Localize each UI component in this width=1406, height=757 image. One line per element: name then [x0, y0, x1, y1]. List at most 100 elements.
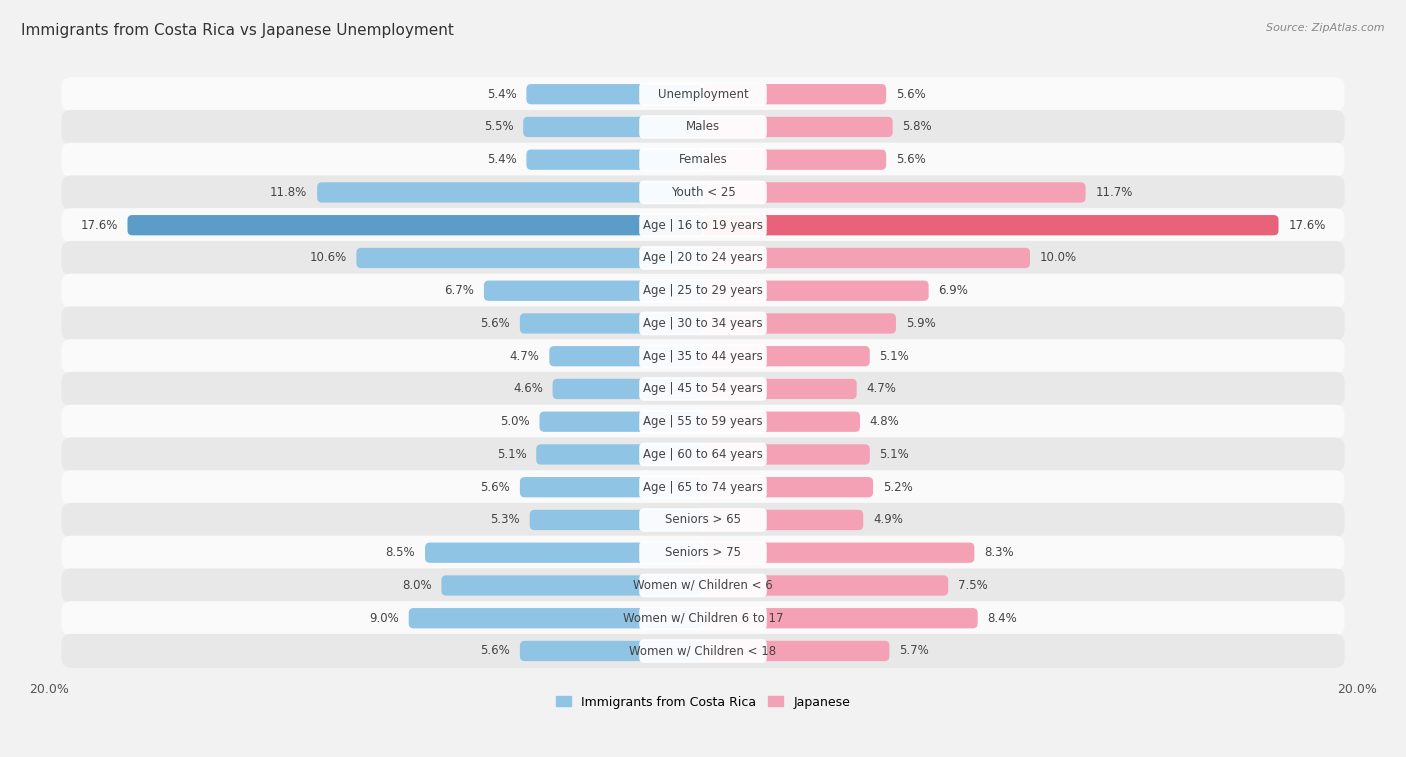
FancyBboxPatch shape [703, 509, 863, 530]
Text: 5.5%: 5.5% [484, 120, 513, 133]
Text: 5.2%: 5.2% [883, 481, 912, 494]
FancyBboxPatch shape [703, 575, 948, 596]
Text: 9.0%: 9.0% [370, 612, 399, 625]
Text: 4.7%: 4.7% [866, 382, 897, 395]
FancyBboxPatch shape [640, 246, 766, 269]
FancyBboxPatch shape [536, 444, 703, 465]
FancyBboxPatch shape [640, 83, 766, 106]
FancyBboxPatch shape [62, 503, 1344, 537]
Text: Age | 30 to 34 years: Age | 30 to 34 years [643, 317, 763, 330]
FancyBboxPatch shape [62, 470, 1344, 504]
FancyBboxPatch shape [703, 248, 1031, 268]
FancyBboxPatch shape [526, 84, 703, 104]
Text: Age | 65 to 74 years: Age | 65 to 74 years [643, 481, 763, 494]
Text: 8.5%: 8.5% [385, 547, 415, 559]
Text: 5.4%: 5.4% [486, 153, 516, 167]
Text: 5.7%: 5.7% [900, 644, 929, 658]
FancyBboxPatch shape [703, 412, 860, 431]
Text: 7.5%: 7.5% [957, 579, 988, 592]
FancyBboxPatch shape [62, 601, 1344, 635]
Legend: Immigrants from Costa Rica, Japanese: Immigrants from Costa Rica, Japanese [551, 690, 855, 714]
Text: Source: ZipAtlas.com: Source: ZipAtlas.com [1267, 23, 1385, 33]
Text: 5.1%: 5.1% [880, 350, 910, 363]
Text: Age | 35 to 44 years: Age | 35 to 44 years [643, 350, 763, 363]
Text: 5.1%: 5.1% [496, 448, 526, 461]
FancyBboxPatch shape [62, 142, 1344, 176]
FancyBboxPatch shape [640, 181, 766, 204]
Text: 17.6%: 17.6% [80, 219, 118, 232]
FancyBboxPatch shape [520, 641, 703, 661]
FancyBboxPatch shape [62, 634, 1344, 668]
FancyBboxPatch shape [703, 215, 1278, 235]
Text: 5.3%: 5.3% [491, 513, 520, 526]
FancyBboxPatch shape [409, 608, 703, 628]
FancyBboxPatch shape [703, 444, 870, 465]
Text: Age | 16 to 19 years: Age | 16 to 19 years [643, 219, 763, 232]
FancyBboxPatch shape [640, 279, 766, 303]
FancyBboxPatch shape [62, 176, 1344, 210]
Text: Immigrants from Costa Rica vs Japanese Unemployment: Immigrants from Costa Rica vs Japanese U… [21, 23, 454, 38]
Text: Age | 60 to 64 years: Age | 60 to 64 years [643, 448, 763, 461]
Text: 8.0%: 8.0% [402, 579, 432, 592]
FancyBboxPatch shape [640, 606, 766, 630]
Text: 6.7%: 6.7% [444, 284, 474, 298]
Text: Males: Males [686, 120, 720, 133]
FancyBboxPatch shape [640, 639, 766, 663]
FancyBboxPatch shape [640, 148, 766, 172]
FancyBboxPatch shape [703, 150, 886, 170]
Text: 4.9%: 4.9% [873, 513, 903, 526]
FancyBboxPatch shape [62, 110, 1344, 144]
Text: 5.8%: 5.8% [903, 120, 932, 133]
FancyBboxPatch shape [703, 346, 870, 366]
Text: 11.7%: 11.7% [1095, 186, 1133, 199]
FancyBboxPatch shape [640, 443, 766, 466]
FancyBboxPatch shape [128, 215, 703, 235]
Text: 5.9%: 5.9% [905, 317, 935, 330]
FancyBboxPatch shape [703, 608, 977, 628]
Text: 8.4%: 8.4% [987, 612, 1018, 625]
FancyBboxPatch shape [356, 248, 703, 268]
FancyBboxPatch shape [62, 241, 1344, 275]
FancyBboxPatch shape [703, 641, 890, 661]
FancyBboxPatch shape [640, 213, 766, 237]
Text: Unemployment: Unemployment [658, 88, 748, 101]
Text: 8.3%: 8.3% [984, 547, 1014, 559]
FancyBboxPatch shape [62, 339, 1344, 373]
FancyBboxPatch shape [62, 307, 1344, 341]
Text: 6.9%: 6.9% [938, 284, 969, 298]
FancyBboxPatch shape [703, 543, 974, 563]
FancyBboxPatch shape [530, 509, 703, 530]
Text: 5.6%: 5.6% [481, 481, 510, 494]
Text: Females: Females [679, 153, 727, 167]
FancyBboxPatch shape [703, 281, 928, 301]
FancyBboxPatch shape [425, 543, 703, 563]
FancyBboxPatch shape [640, 541, 766, 565]
FancyBboxPatch shape [640, 115, 766, 139]
Text: 4.7%: 4.7% [509, 350, 540, 363]
Text: Age | 20 to 24 years: Age | 20 to 24 years [643, 251, 763, 264]
Text: 5.4%: 5.4% [486, 88, 516, 101]
FancyBboxPatch shape [703, 84, 886, 104]
FancyBboxPatch shape [703, 477, 873, 497]
FancyBboxPatch shape [62, 372, 1344, 406]
Text: Age | 45 to 54 years: Age | 45 to 54 years [643, 382, 763, 395]
Text: Age | 55 to 59 years: Age | 55 to 59 years [643, 415, 763, 428]
Text: 4.6%: 4.6% [513, 382, 543, 395]
Text: Seniors > 65: Seniors > 65 [665, 513, 741, 526]
Text: 5.0%: 5.0% [501, 415, 530, 428]
Text: 10.6%: 10.6% [309, 251, 346, 264]
FancyBboxPatch shape [540, 412, 703, 431]
FancyBboxPatch shape [520, 477, 703, 497]
Text: Women w/ Children < 6: Women w/ Children < 6 [633, 579, 773, 592]
Text: Women w/ Children 6 to 17: Women w/ Children 6 to 17 [623, 612, 783, 625]
FancyBboxPatch shape [703, 117, 893, 137]
FancyBboxPatch shape [640, 344, 766, 368]
FancyBboxPatch shape [441, 575, 703, 596]
FancyBboxPatch shape [640, 312, 766, 335]
Text: 5.6%: 5.6% [896, 88, 925, 101]
FancyBboxPatch shape [62, 208, 1344, 242]
Text: Women w/ Children < 18: Women w/ Children < 18 [630, 644, 776, 658]
FancyBboxPatch shape [62, 77, 1344, 111]
Text: Age | 25 to 29 years: Age | 25 to 29 years [643, 284, 763, 298]
FancyBboxPatch shape [520, 313, 703, 334]
